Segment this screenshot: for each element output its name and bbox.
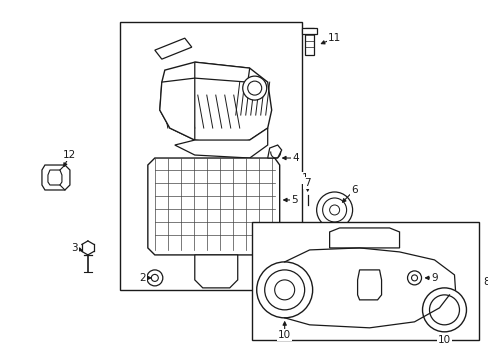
Polygon shape: [48, 170, 62, 185]
Text: 7: 7: [304, 178, 310, 188]
Text: 10: 10: [278, 330, 291, 340]
Text: 9: 9: [430, 273, 437, 283]
Polygon shape: [174, 128, 267, 158]
Polygon shape: [329, 228, 399, 248]
Polygon shape: [304, 28, 313, 55]
Bar: [120, 22, 301, 290]
Text: 2: 2: [139, 273, 146, 283]
Polygon shape: [301, 28, 316, 34]
Text: 10: 10: [437, 335, 450, 345]
Polygon shape: [42, 165, 70, 190]
Text: 5: 5: [291, 195, 297, 205]
Polygon shape: [357, 270, 381, 300]
Polygon shape: [194, 62, 249, 82]
Text: 1: 1: [301, 173, 307, 183]
Text: 12: 12: [63, 150, 77, 160]
Polygon shape: [147, 158, 279, 255]
Circle shape: [422, 288, 466, 332]
Polygon shape: [160, 62, 271, 145]
Circle shape: [242, 76, 266, 100]
Text: 8: 8: [482, 277, 488, 287]
Circle shape: [407, 271, 421, 285]
Circle shape: [146, 270, 163, 286]
Polygon shape: [160, 78, 194, 140]
Text: 3: 3: [71, 243, 78, 253]
Circle shape: [256, 262, 312, 318]
Text: 4: 4: [292, 153, 298, 163]
Bar: [251, 222, 478, 340]
Text: 6: 6: [350, 185, 357, 195]
Polygon shape: [155, 38, 191, 59]
Polygon shape: [194, 255, 237, 288]
Circle shape: [316, 192, 352, 228]
Polygon shape: [267, 145, 281, 158]
Text: 11: 11: [327, 33, 341, 43]
